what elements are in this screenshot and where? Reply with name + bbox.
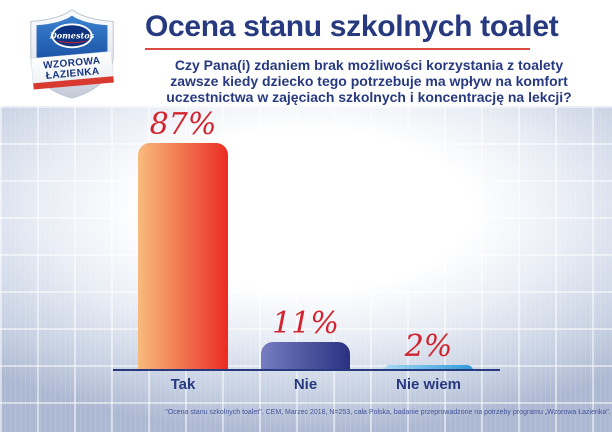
banner-red-stripe [33,76,114,90]
category-label-nie: Nie [293,376,318,393]
bar-group-tak: 87% [138,110,228,371]
domestos-wordmark: Domestos [49,31,95,41]
value-label-tak: 87% [149,107,217,142]
page-title: Ocena stanu szkolnych toalet [145,10,559,43]
program-name-line2: ŁAZIENKA [45,66,100,82]
survey-question-line: uczestnictwa w zajęciach szkolnych i kon… [166,89,572,105]
category-label-nie-wiem: Nie wiem [395,376,462,393]
title-underline [145,48,530,50]
wzorowa-lazienka-badge: Domestos WZOROWA ŁAZIENKA [30,9,114,99]
bar-nie-wiem [384,365,473,371]
tile-background [0,106,612,432]
source-note: "Ocena stanu szkolnych toalet", CEM, Mar… [165,409,611,416]
survey-question-line: zawsze kiedy dziecko tego potrzebuje ma … [170,73,568,89]
category-label-tak: Tak [170,376,196,393]
bar-tak [138,143,228,371]
bar-nie [261,342,350,371]
program-banner: WZOROWA ŁAZIENKA [30,51,114,90]
program-name-line1: WZOROWA [43,56,101,72]
bar-group-nie-wiem: 2% [384,332,473,371]
survey-question: Czy Pana(i) zdaniem brak możliwości korz… [136,57,602,105]
bar-group-nie: 11% [261,309,350,371]
value-label-nie: 11% [272,306,339,341]
x-axis-line [113,369,500,371]
survey-question-line: Czy Pana(i) zdaniem brak możliwości korz… [174,57,564,73]
value-label-nie-wiem: 2% [404,329,453,364]
domestos-logo: Domestos [49,23,95,49]
